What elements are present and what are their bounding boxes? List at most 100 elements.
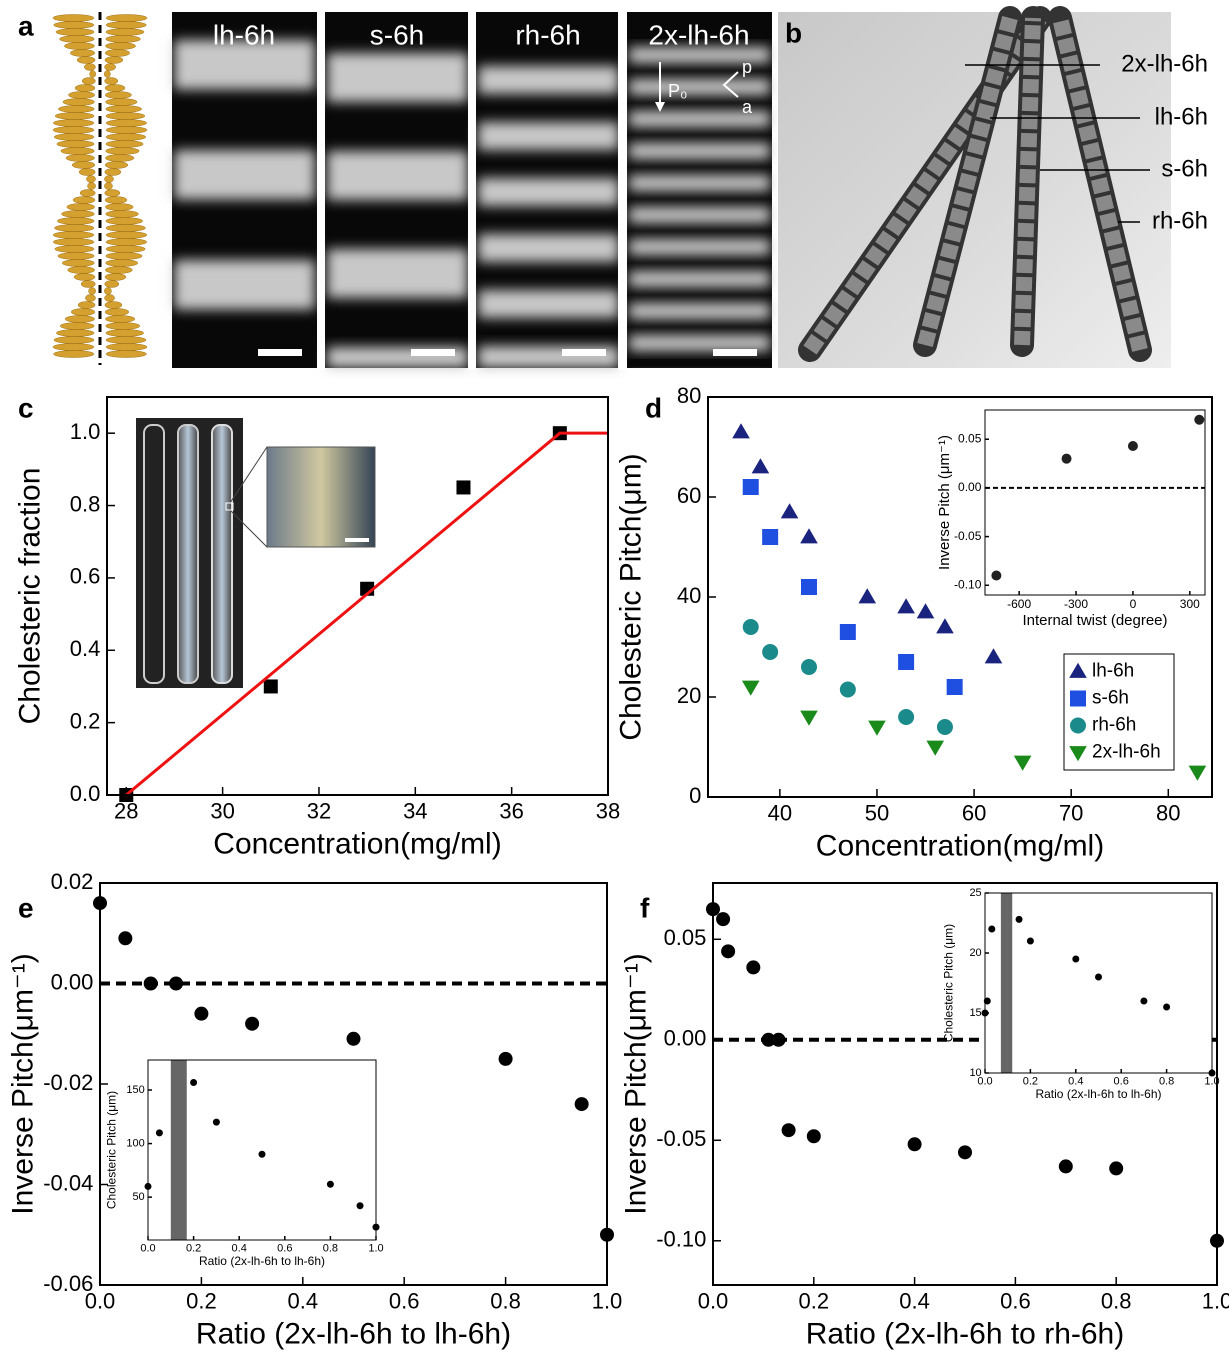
- model-label: lh-6h: [1155, 103, 1208, 130]
- x-tick-label: 1.0: [368, 1243, 383, 1255]
- mesogen: [64, 42, 95, 50]
- x-tick-label: 32: [307, 798, 331, 823]
- x-tick-label: 0.2: [186, 1243, 201, 1255]
- mesogen: [105, 231, 148, 239]
- mesogen: [85, 294, 96, 302]
- line: [125, 431, 608, 797]
- point: [780, 503, 799, 519]
- y-tick-label: -0.02: [43, 1070, 93, 1095]
- point: [1109, 1161, 1124, 1176]
- point: [742, 479, 759, 495]
- x-tick-label: 1.0: [1202, 1288, 1229, 1313]
- y-tick-label: 150: [126, 1084, 144, 1096]
- point: [916, 603, 935, 619]
- mesogen: [105, 14, 148, 22]
- mesogen: [105, 315, 136, 323]
- shaded-band: [1000, 893, 1013, 1073]
- point: [762, 529, 779, 545]
- gap: [468, 10, 476, 370]
- mesogen: [104, 189, 121, 197]
- point: [742, 619, 759, 635]
- mesogen: [104, 308, 130, 316]
- x-axis-label: Internal twist (degree): [1022, 612, 1167, 629]
- mesogen: [53, 350, 95, 358]
- frame: [984, 409, 1206, 596]
- mesogen: [65, 154, 95, 162]
- mesogen: [55, 28, 95, 36]
- point: [858, 588, 877, 604]
- point: [456, 480, 471, 495]
- point: [1127, 441, 1138, 452]
- x-tick-label: 0.2: [186, 1288, 217, 1313]
- stripe: [629, 143, 770, 159]
- y-axis-label: Inverse Pitch(μm⁻¹): [620, 953, 653, 1215]
- stripe: [629, 175, 770, 191]
- point: [732, 423, 750, 439]
- x-tick-label: 30: [210, 798, 234, 823]
- point: [761, 1032, 776, 1047]
- x-tick-label: 0.2: [799, 1288, 830, 1313]
- stripe-group: [629, 47, 770, 368]
- x-tick-label: -600: [1007, 597, 1031, 611]
- point: [781, 1123, 796, 1138]
- y-axis-label: Cholesteric fraction: [14, 468, 47, 725]
- y-tick-label: 25: [969, 887, 981, 899]
- y-tick-label: 0.6: [70, 564, 101, 589]
- model-label: rh-6h: [1152, 207, 1208, 234]
- x-axis-label: Ratio (2x-lh-6h to rh-6h): [806, 1318, 1124, 1351]
- mesogen: [52, 14, 95, 22]
- point: [574, 1097, 589, 1112]
- mesogen: [52, 231, 95, 239]
- mesogen: [54, 224, 95, 232]
- stripe: [629, 79, 770, 95]
- stripe: [629, 47, 770, 63]
- point: [800, 528, 818, 544]
- mesogen: [105, 119, 147, 127]
- rod-highlight: [1014, 17, 1041, 346]
- legend-label: lh-6h: [1092, 661, 1134, 682]
- x-tick-label: 0: [1130, 597, 1137, 611]
- stripe: [629, 239, 770, 255]
- mesogen: [56, 329, 95, 337]
- mesogen: [105, 203, 134, 211]
- x-tick-label: 0.8: [1101, 1288, 1132, 1313]
- mesogen: [105, 329, 144, 337]
- rod-highlight: [917, 15, 1018, 348]
- point: [898, 709, 915, 725]
- y-tick-label: -0.10: [656, 1227, 706, 1252]
- image-label: rh-6h: [515, 19, 580, 50]
- point: [1188, 765, 1207, 781]
- mesogen: [59, 322, 95, 330]
- mesogen: [105, 35, 141, 43]
- point: [897, 598, 915, 614]
- point: [498, 1051, 513, 1066]
- x-tick-label: 0.8: [323, 1243, 338, 1255]
- mesogen: [105, 350, 147, 358]
- point: [839, 624, 856, 640]
- x-tick-label: 0.0: [140, 1243, 155, 1255]
- mesogen: [84, 63, 96, 71]
- point: [1072, 955, 1080, 963]
- point: [143, 976, 158, 991]
- mesogen: [61, 259, 95, 267]
- mesogen: [104, 294, 115, 302]
- panel-label: e: [18, 892, 34, 923]
- mesogen: [62, 98, 95, 106]
- gap: [618, 10, 627, 370]
- mesogen: [105, 126, 148, 134]
- point: [936, 618, 954, 634]
- frame: [106, 396, 609, 796]
- x-tick-label: 0.8: [1159, 1076, 1174, 1088]
- stripe: [478, 290, 619, 318]
- stripe: [478, 178, 619, 206]
- point: [751, 458, 770, 474]
- point: [806, 1129, 821, 1144]
- inset-photo: [136, 418, 376, 688]
- mesogen: [87, 182, 96, 190]
- y-tick-label: -0.04: [43, 1170, 93, 1195]
- point: [1015, 915, 1023, 923]
- mesogen: [105, 105, 142, 113]
- y-tick-label: -0.10: [954, 577, 982, 591]
- mesogen: [71, 161, 96, 169]
- y-tick-label: -0.05: [656, 1126, 706, 1151]
